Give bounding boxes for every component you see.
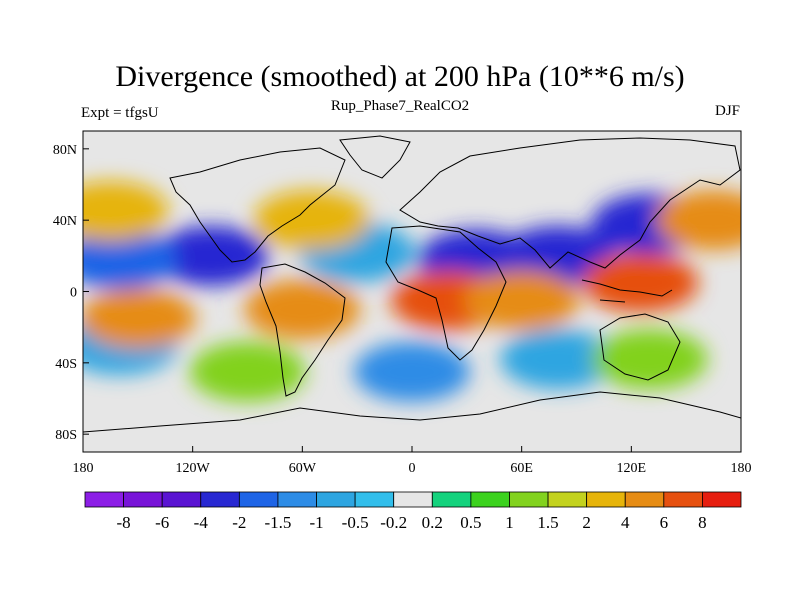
- colorbar-label-5: -1: [309, 513, 323, 532]
- colorbar-label-3: -2: [232, 513, 246, 532]
- coastline-eurasia: [399, 137, 741, 269]
- colorbar-swatch-9: [431, 491, 472, 508]
- y-tick-label-2: 0: [70, 286, 77, 301]
- field-layer: [83, 131, 741, 452]
- x-tick-label-6: 180: [731, 461, 752, 476]
- field-region-10: [253, 190, 370, 251]
- colorbar-swatch-8: [393, 491, 433, 508]
- colorbar-swatch-15: [663, 491, 703, 508]
- colorbar-swatch-4: [238, 491, 279, 508]
- field-region-11: [655, 190, 741, 251]
- field-region-14: [463, 270, 580, 331]
- colorbar-label-11: 1.5: [537, 513, 558, 532]
- field-region-8: [354, 341, 470, 402]
- x-tick-label-0: 180: [73, 461, 94, 476]
- colorbar-label-9: 0.5: [460, 513, 481, 532]
- y-tick-label-3: 40S: [55, 357, 77, 372]
- x-tick-label-1: 120W: [176, 461, 211, 476]
- field-region-9: [83, 181, 169, 242]
- coastline-north-america: [169, 147, 346, 263]
- field-region-12: [244, 279, 361, 340]
- colorbar-label-0: -8: [117, 513, 131, 532]
- experiment-label: Expt = tfgsU: [81, 105, 159, 121]
- colorbar-label-10: 1: [505, 513, 514, 532]
- y-tick-label-4: 80S: [55, 428, 77, 443]
- colorbar-label-1: -6: [155, 513, 169, 532]
- x-tick-label-2: 60W: [289, 461, 317, 476]
- colorbar-label-4: -1.5: [264, 513, 291, 532]
- chart-title: Divergence (smoothed) at 200 hPa (10**6 …: [115, 60, 685, 93]
- field-region-1: [83, 229, 178, 290]
- colorbar-swatch-1: [123, 491, 163, 508]
- colorbar-label-14: 6: [660, 513, 669, 532]
- field-region-16: [83, 288, 196, 349]
- colorbar-label-15: 8: [698, 513, 707, 532]
- field-region-18: [189, 341, 306, 402]
- field-region-7: [500, 329, 617, 390]
- field-region-0: [152, 225, 269, 286]
- colorbar: -8 -6 -4 -2 -1.5 -1 -0.5 -0.2 0.2 0.5 1 1.5 2 4 6 8: [84, 491, 742, 532]
- colorbar-label-7: -0.2: [380, 513, 407, 532]
- field-region-15: [582, 252, 699, 313]
- coastline-south-america: [259, 263, 346, 397]
- colorbar-swatch-5: [277, 491, 317, 508]
- colorbar-swatch-7: [354, 491, 395, 508]
- colorbar-swatch-13: [586, 491, 626, 508]
- colorbar-swatch-10: [470, 491, 510, 508]
- axis-ticks: 180 120W 60W 0 60E 120E 180 80N 40N 0 40S 80S: [53, 143, 752, 476]
- x-tick-label-5: 120E: [617, 461, 647, 476]
- colorbar-label-8: 0.2: [422, 513, 443, 532]
- colorbar-swatch-12: [547, 491, 588, 508]
- coastline-africa: [385, 225, 507, 361]
- colorbar-swatch-16: [702, 491, 742, 508]
- coastline-antarctica: [83, 391, 741, 433]
- colorbar-swatch-2: [161, 491, 202, 508]
- colorbar-label-2: -4: [194, 513, 209, 532]
- x-tick-label-3: 0: [409, 461, 416, 476]
- colorbar-swatch-0: [84, 491, 124, 508]
- coastline-greenland: [339, 135, 411, 179]
- colorbar-label-13: 4: [621, 513, 630, 532]
- coastline-australia: [599, 313, 681, 381]
- colorbar-label-12: 2: [582, 513, 591, 532]
- coastline-maritime-continent: [581, 279, 673, 303]
- y-tick-label-0: 80N: [53, 143, 77, 158]
- colorbar-swatch-14: [624, 491, 665, 508]
- season-label: DJF: [714, 103, 740, 119]
- run-label: Rup_Phase7_RealCO2: [330, 98, 470, 114]
- coastlines: [83, 135, 741, 433]
- colorbar-swatch-6: [316, 491, 356, 508]
- y-tick-label-1: 40N: [53, 214, 77, 229]
- colorbar-label-6: -0.5: [342, 513, 369, 532]
- colorbar-swatch-3: [200, 491, 240, 508]
- colorbar-swatch-11: [509, 491, 549, 508]
- field-region-17: [591, 329, 708, 390]
- x-tick-label-4: 60E: [510, 461, 533, 476]
